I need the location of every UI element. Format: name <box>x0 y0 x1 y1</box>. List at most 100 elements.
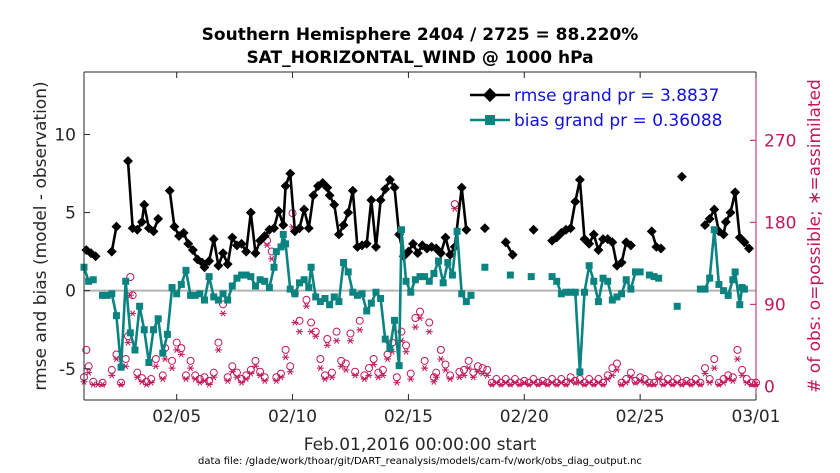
obs-possible-marker <box>126 273 135 281</box>
bias-point <box>395 362 403 370</box>
rmse-point <box>408 238 418 249</box>
obs-possible-marker <box>316 355 325 363</box>
bias-point <box>182 266 190 274</box>
obs-assimilated-marker <box>402 348 410 355</box>
obs-assimilated-marker <box>425 328 433 335</box>
rmse-point <box>700 220 710 231</box>
bias-point <box>247 273 255 281</box>
rmse-point <box>744 243 754 254</box>
rmse-point <box>676 171 687 182</box>
rmse-point <box>739 237 750 248</box>
bias-point <box>242 271 250 279</box>
bias-point <box>571 288 579 296</box>
rmse-point <box>187 245 198 256</box>
rmse-point <box>136 216 147 227</box>
bias-point <box>99 291 107 299</box>
bias-point <box>159 349 167 357</box>
bias-point <box>729 276 737 284</box>
obs-possible-marker <box>432 368 441 377</box>
bias-point <box>377 294 385 302</box>
obs-assimilated-marker <box>407 375 415 383</box>
rmse-point <box>329 199 340 210</box>
obs-possible-marker <box>369 355 378 363</box>
rmse-point <box>371 241 381 252</box>
bias-point <box>349 288 357 296</box>
rmse-point <box>169 221 180 232</box>
x-tick-label: 03/01 <box>732 407 781 427</box>
axes: 02/05 02/10 02/15 02/20 02/25 03/01 -5 0 5 10 0 90 1… <box>54 71 796 427</box>
obs-assimilated-marker <box>460 372 468 379</box>
obs-assimilated-marker <box>469 374 477 381</box>
bias-point <box>335 298 343 306</box>
bias-point <box>187 291 195 299</box>
obs-assimilated-marker <box>720 379 728 386</box>
plot-area <box>84 72 756 400</box>
rmse-point <box>412 248 423 259</box>
bias-point <box>372 288 380 296</box>
rmse-point <box>343 207 354 218</box>
rmse-point <box>280 181 291 191</box>
obs-assimilated-marker <box>277 374 285 381</box>
obs-assimilated-marker <box>182 375 190 383</box>
obs-assimilated-marker <box>272 377 280 384</box>
x-tick-label: 02/10 <box>268 407 317 427</box>
obs-possible-marker <box>214 338 223 347</box>
obs-possible-marker <box>612 359 621 368</box>
bias-point <box>701 285 709 293</box>
obs-assimilated-marker <box>650 381 658 388</box>
obs-possible-marker <box>186 356 195 365</box>
bias-point <box>312 293 320 301</box>
rmse-point <box>299 204 310 215</box>
rmse-point <box>324 190 335 201</box>
bias-point <box>720 287 728 295</box>
rmse-point <box>227 232 238 243</box>
obs-assimilated-marker <box>416 314 424 322</box>
y-axis-label: rmse and bias (model - observation) <box>31 81 51 390</box>
bias-point <box>557 290 565 298</box>
rmse-point <box>646 226 657 237</box>
bias-point <box>316 298 324 306</box>
obs-possible-marker <box>738 365 747 374</box>
obs-assimilated-marker <box>263 242 271 249</box>
obs-assimilated-marker <box>562 381 570 388</box>
obs-assimilated-marker <box>187 365 195 372</box>
obs-assimilated-marker <box>117 381 125 388</box>
obs-assimilated-marker <box>242 375 250 383</box>
rmse-point <box>322 182 333 193</box>
x-tick-label: 02/20 <box>500 407 549 427</box>
obs-assimilated-marker <box>706 379 714 386</box>
obs-assimilated-marker <box>393 379 401 386</box>
rmse-point <box>709 204 720 215</box>
obs-possible-marker <box>82 345 91 354</box>
bias-point <box>140 326 148 334</box>
bias-point <box>265 284 273 292</box>
obs-possible-marker <box>151 355 160 363</box>
bias-point <box>439 279 447 287</box>
obs-assimilated-marker <box>342 366 350 374</box>
rmse-point <box>269 223 279 234</box>
obs-possible-marker <box>332 327 341 336</box>
bias-point <box>453 227 461 235</box>
bias-point <box>448 271 456 279</box>
bias-point <box>715 280 723 288</box>
obs-assimilated-marker <box>214 346 222 353</box>
rmse-point <box>111 221 122 232</box>
obs-assimilated-marker <box>228 368 236 375</box>
obs-possible-marker <box>455 367 464 376</box>
obs-assimilated-marker <box>124 339 132 346</box>
bias-point <box>136 302 144 310</box>
bias-point <box>330 293 338 301</box>
rmse-point <box>435 248 446 259</box>
bias-point <box>724 291 732 299</box>
bias-point <box>305 284 313 292</box>
obs-assimilated-marker <box>129 310 137 317</box>
obs-assimilated-marker <box>411 324 419 331</box>
rmse-point <box>704 213 715 224</box>
bias-point <box>326 301 334 309</box>
bias-point <box>613 293 621 301</box>
bias-point <box>112 312 120 320</box>
y-right-tick-label: 0 <box>764 377 775 397</box>
rmse-point <box>607 237 618 248</box>
obs-possible-marker <box>337 356 346 365</box>
obs-assimilated-marker <box>108 372 116 379</box>
